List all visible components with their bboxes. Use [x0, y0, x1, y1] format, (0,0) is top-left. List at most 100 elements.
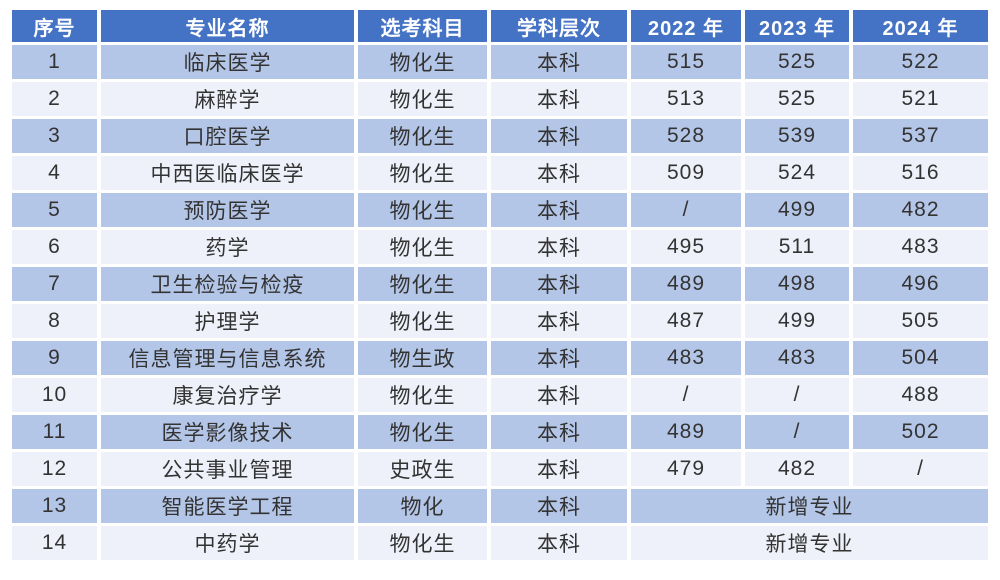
table-cell: / — [853, 452, 988, 486]
table-cell: 498 — [745, 267, 849, 301]
row-index-cell: 3 — [12, 119, 97, 153]
table-row: 5 预防医学 物化生 本科/499 482 — [12, 193, 988, 227]
table-cell: 物化生 — [358, 45, 487, 79]
table-cell: 509 — [631, 156, 741, 190]
table-cell: 539 — [745, 119, 849, 153]
table-body: 1 临床医学 物化生 本科 515 525 522 2 麻醉学 物化生 本科 513 525 521 3 口腔… — [12, 45, 988, 560]
table-cell: 479 — [631, 452, 741, 486]
table-row: 14 中药学 物化生 本科 新增专业 — [12, 526, 988, 560]
table-cell: 515 — [631, 45, 741, 79]
row-index-cell: 4 — [12, 156, 97, 190]
table-row: 1 临床医学 物化生 本科 515 525 522 — [12, 45, 988, 79]
header-cell-major: 专业名称 — [101, 10, 354, 42]
table-cell: 489 — [631, 415, 741, 449]
table-cell: 504 — [853, 341, 988, 375]
header-cell-2022: 2022 年 — [631, 10, 741, 42]
header-cell-level: 学科层次 — [491, 10, 627, 42]
table-cell: 物化 — [358, 489, 487, 523]
table-cell: 482 — [745, 452, 849, 486]
table-cell: 护理学 — [101, 304, 354, 338]
header-cell-2024: 2024 年 — [853, 10, 988, 42]
table-row: 6 药学 物化生 本科 495 511 483 — [12, 230, 988, 264]
table-cell: 本科 — [491, 230, 627, 264]
table-cell: 505 — [853, 304, 988, 338]
table-cell: 本科 — [491, 452, 627, 486]
table-cell: 502 — [853, 415, 988, 449]
table-cell: 本科 — [491, 378, 627, 412]
table-cell: 康复治疗学 — [101, 378, 354, 412]
table-cell: 482 — [853, 193, 988, 227]
table-row: 11 医学影像技术 物化生 本科 489/502 — [12, 415, 988, 449]
table-cell: 本科 — [491, 267, 627, 301]
row-index-cell: 11 — [12, 415, 97, 449]
row-index-cell: 5 — [12, 193, 97, 227]
table-cell: 麻醉学 — [101, 82, 354, 116]
table-cell: 本科 — [491, 119, 627, 153]
table-cell: / — [631, 193, 741, 227]
table-row: 2 麻醉学 物化生 本科 513 525 521 — [12, 82, 988, 116]
row-index-cell: 1 — [12, 45, 97, 79]
table-cell: 本科 — [491, 489, 627, 523]
table-cell: 525 — [745, 45, 849, 79]
table-cell: 483 — [745, 341, 849, 375]
table-cell: 药学 — [101, 230, 354, 264]
table-cell: 物生政 — [358, 341, 487, 375]
header-cell-index: 序号 — [12, 10, 97, 42]
table-cell: 卫生检验与检疫 — [101, 267, 354, 301]
row-index-cell: 14 — [12, 526, 97, 560]
table-cell: 511 — [745, 230, 849, 264]
table-cell: 513 — [631, 82, 741, 116]
table-cell: 物化生 — [358, 119, 487, 153]
table-cell: / — [745, 415, 849, 449]
table-cell: 525 — [745, 82, 849, 116]
admission-scores-table: 序号 专业名称 选考科目 学科层次 2022 年 2023 年 2024 年 1… — [8, 7, 992, 563]
table-cell: 本科 — [491, 341, 627, 375]
table-cell: / — [745, 378, 849, 412]
table-row: 7 卫生检验与检疫 物化生 本科 489 498 496 — [12, 267, 988, 301]
table-row: 8 护理学 物化生 本科 487 499 505 — [12, 304, 988, 338]
table-cell: 本科 — [491, 193, 627, 227]
header-cell-subjects: 选考科目 — [358, 10, 487, 42]
table-cell: 495 — [631, 230, 741, 264]
table-cell: 487 — [631, 304, 741, 338]
table-cell: 483 — [853, 230, 988, 264]
table-cell: 物化生 — [358, 82, 487, 116]
table-cell: 物化生 — [358, 156, 487, 190]
row-index-cell: 7 — [12, 267, 97, 301]
table-cell: 物化生 — [358, 230, 487, 264]
table-cell: 医学影像技术 — [101, 415, 354, 449]
table-cell: 物化生 — [358, 193, 487, 227]
table-cell: 483 — [631, 341, 741, 375]
table-cell: 公共事业管理 — [101, 452, 354, 486]
table-header: 序号 专业名称 选考科目 学科层次 2022 年 2023 年 2024 年 — [12, 10, 988, 42]
row-index-cell: 10 — [12, 378, 97, 412]
table-cell: / — [631, 378, 741, 412]
table-cell: 口腔医学 — [101, 119, 354, 153]
table-cell: 物化生 — [358, 378, 487, 412]
header-row: 序号 专业名称 选考科目 学科层次 2022 年 2023 年 2024 年 — [12, 10, 988, 42]
row-index-cell: 9 — [12, 341, 97, 375]
table-cell: 本科 — [491, 45, 627, 79]
table-cell: 524 — [745, 156, 849, 190]
table-cell: 物化生 — [358, 526, 487, 560]
table-cell: 537 — [853, 119, 988, 153]
table-row: 12 公共事业管理 史政生 本科 479 482/ — [12, 452, 988, 486]
row-index-cell: 8 — [12, 304, 97, 338]
row-index-cell: 2 — [12, 82, 97, 116]
table-cell: 528 — [631, 119, 741, 153]
table-cell: 临床医学 — [101, 45, 354, 79]
table-cell: 物化生 — [358, 415, 487, 449]
table-cell: 信息管理与信息系统 — [101, 341, 354, 375]
table-cell: 496 — [853, 267, 988, 301]
table-cell: 中药学 — [101, 526, 354, 560]
table-cell: 521 — [853, 82, 988, 116]
table-cell: 499 — [745, 304, 849, 338]
table-cell: 本科 — [491, 415, 627, 449]
row-index-cell: 12 — [12, 452, 97, 486]
header-cell-2023: 2023 年 — [745, 10, 849, 42]
table-cell: 516 — [853, 156, 988, 190]
table-row: 9 信息管理与信息系统 物生政 本科 483 483 504 — [12, 341, 988, 375]
table-cell: 预防医学 — [101, 193, 354, 227]
table-cell: 本科 — [491, 526, 627, 560]
